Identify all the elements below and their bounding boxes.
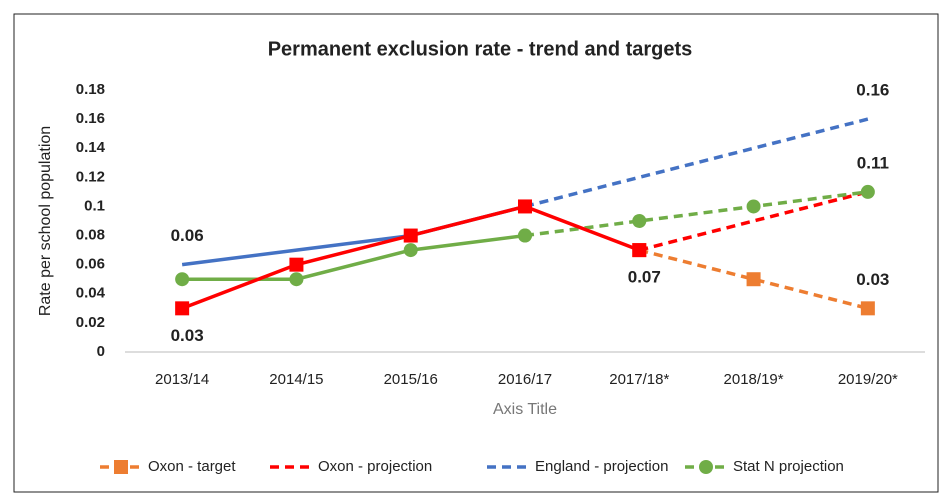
data-point bbox=[289, 257, 304, 272]
x-tick-label: 2018/19* bbox=[724, 371, 784, 388]
chart-border bbox=[13, 13, 939, 493]
y-tick-label: 0.1 bbox=[84, 197, 105, 214]
data-point bbox=[175, 301, 190, 316]
x-tick-label: 2017/18* bbox=[609, 371, 669, 388]
data-label: 0.03 bbox=[171, 326, 204, 345]
legend-marker bbox=[114, 460, 128, 474]
data-point bbox=[746, 272, 761, 287]
legend-label: England - projection bbox=[535, 458, 668, 475]
data-point bbox=[860, 301, 875, 316]
data-point bbox=[403, 228, 418, 243]
data-label: 0.03 bbox=[856, 270, 889, 289]
series-line bbox=[638, 190, 869, 252]
x-tick-label: 2014/15 bbox=[269, 371, 323, 388]
data-point bbox=[632, 214, 647, 228]
x-axis-title: Axis Title bbox=[493, 401, 557, 418]
data-point bbox=[632, 243, 647, 258]
series-line bbox=[182, 233, 526, 281]
y-tick-label: 0.08 bbox=[76, 227, 105, 244]
y-tick-label: 0.16 bbox=[76, 110, 105, 127]
series-line bbox=[638, 248, 869, 311]
y-tick-label: 0.12 bbox=[76, 168, 105, 185]
y-tick-label: 0 bbox=[97, 343, 105, 360]
y-tick-label: 0.06 bbox=[76, 256, 105, 273]
legend-marker bbox=[699, 460, 713, 474]
y-tick-label: 0.14 bbox=[76, 139, 106, 156]
legend-label: Stat N projection bbox=[733, 458, 844, 475]
data-point bbox=[175, 272, 190, 287]
data-point bbox=[518, 228, 532, 243]
y-axis-title: Rate per school population bbox=[37, 126, 54, 316]
y-tick-label: 0.18 bbox=[76, 81, 105, 98]
chart-title: Permanent exclusion rate - trend and tar… bbox=[268, 38, 693, 60]
data-point bbox=[518, 199, 532, 214]
data-point bbox=[403, 243, 418, 258]
data-point bbox=[746, 199, 761, 214]
data-label: 0.07 bbox=[628, 268, 661, 287]
series-line bbox=[524, 190, 869, 238]
data-point bbox=[289, 272, 304, 287]
x-tick-label: 2016/17 bbox=[498, 371, 552, 388]
x-tick-label: 2019/20* bbox=[838, 371, 898, 388]
data-point bbox=[860, 184, 875, 199]
legend-label: Oxon - target bbox=[148, 458, 236, 475]
data-label: 0.11 bbox=[857, 153, 889, 172]
x-tick-label: 2013/14 bbox=[155, 371, 209, 388]
y-tick-label: 0.02 bbox=[76, 314, 105, 331]
x-tick-label: 2015/16 bbox=[384, 371, 438, 388]
data-label: 0.06 bbox=[171, 226, 204, 245]
legend-label: Oxon - projection bbox=[318, 458, 432, 475]
data-label: 0.16 bbox=[856, 81, 889, 100]
y-tick-label: 0.04 bbox=[76, 285, 106, 302]
